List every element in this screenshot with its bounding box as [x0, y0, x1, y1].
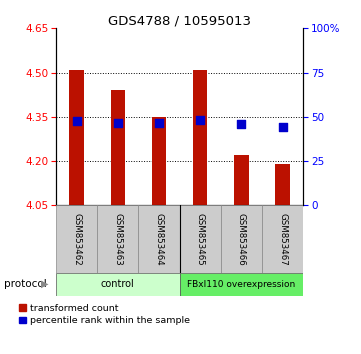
Text: control: control: [101, 279, 135, 289]
Bar: [180, 273, 303, 296]
Text: GSM853463: GSM853463: [113, 212, 122, 266]
Legend: transformed count, percentile rank within the sample: transformed count, percentile rank withi…: [19, 304, 191, 325]
Bar: [193, 70, 208, 205]
Bar: [262, 205, 303, 273]
Text: GSM853465: GSM853465: [196, 212, 205, 266]
Point: [156, 120, 162, 126]
Bar: [180, 205, 221, 273]
Text: protocol: protocol: [4, 279, 46, 289]
Point: [280, 124, 286, 130]
Text: GSM853464: GSM853464: [155, 212, 164, 266]
Text: ▶: ▶: [42, 279, 49, 289]
Point: [197, 117, 203, 122]
Bar: [110, 90, 125, 205]
Bar: [69, 70, 84, 205]
Text: FBxl110 overexpression: FBxl110 overexpression: [187, 280, 296, 289]
Bar: [97, 205, 138, 273]
Text: GSM853467: GSM853467: [278, 212, 287, 266]
Bar: [221, 205, 262, 273]
Point: [239, 121, 244, 127]
Title: GDS4788 / 10595013: GDS4788 / 10595013: [108, 14, 251, 27]
Bar: [138, 205, 180, 273]
Point: [74, 118, 79, 124]
Bar: [234, 155, 249, 205]
Text: GSM853462: GSM853462: [72, 212, 81, 266]
Point: [115, 120, 121, 126]
Bar: [56, 273, 180, 296]
Bar: [152, 117, 166, 205]
Bar: [56, 205, 97, 273]
Bar: [275, 164, 290, 205]
Text: GSM853466: GSM853466: [237, 212, 246, 266]
